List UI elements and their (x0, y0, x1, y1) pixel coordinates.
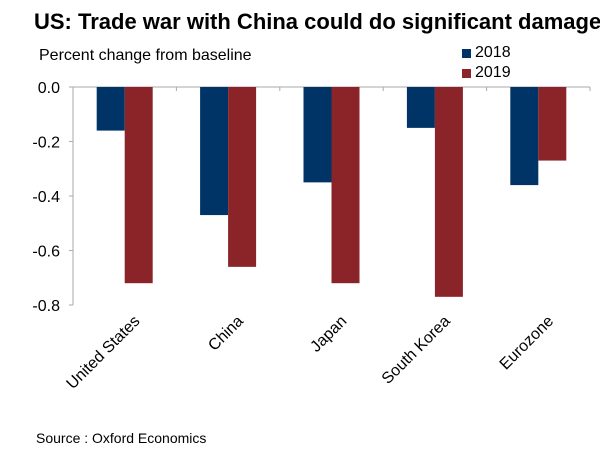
chart-subtitle: Percent change from baseline (39, 47, 252, 64)
y-tick-label: -0.6 (32, 244, 60, 261)
y-tick-label: 0.0 (38, 80, 60, 97)
x-tick-label: Japan (307, 313, 350, 356)
legend-label-2019: 2019 (475, 64, 511, 81)
bar-2018-united-states (96, 87, 125, 131)
bar-2019-china (228, 87, 257, 267)
legend-item-2019: 2019 (462, 63, 511, 83)
legend-swatch-2019 (462, 68, 471, 78)
bar-2018-eurozone (510, 87, 539, 186)
bar-2018-japan (303, 87, 332, 183)
x-tick-label: South Korea (379, 313, 454, 388)
y-tick-label: -0.4 (32, 189, 60, 206)
x-tick-label: United States (64, 313, 144, 393)
x-tick-label: Eurozone (497, 313, 558, 374)
bar-2019-united-states (124, 87, 153, 284)
bar-2018-china (200, 87, 229, 216)
source-note: Source : Oxford Economics (36, 430, 207, 446)
bar-2019-japan (331, 87, 360, 284)
chart-title: US: Trade war with China could do signif… (34, 9, 600, 34)
bar-2019-eurozone (538, 87, 567, 161)
bar-2019-south-korea (434, 87, 463, 297)
y-tick-label: -0.8 (32, 298, 60, 315)
legend-item-2018: 2018 (462, 43, 511, 63)
legend-label-2018: 2018 (475, 44, 511, 61)
legend-swatch-2018 (462, 48, 471, 58)
x-tick-label: China (205, 313, 247, 355)
y-tick-label: -0.2 (32, 135, 60, 152)
bar-2018-south-korea (406, 87, 435, 128)
legend: 2018 2019 (462, 43, 511, 83)
